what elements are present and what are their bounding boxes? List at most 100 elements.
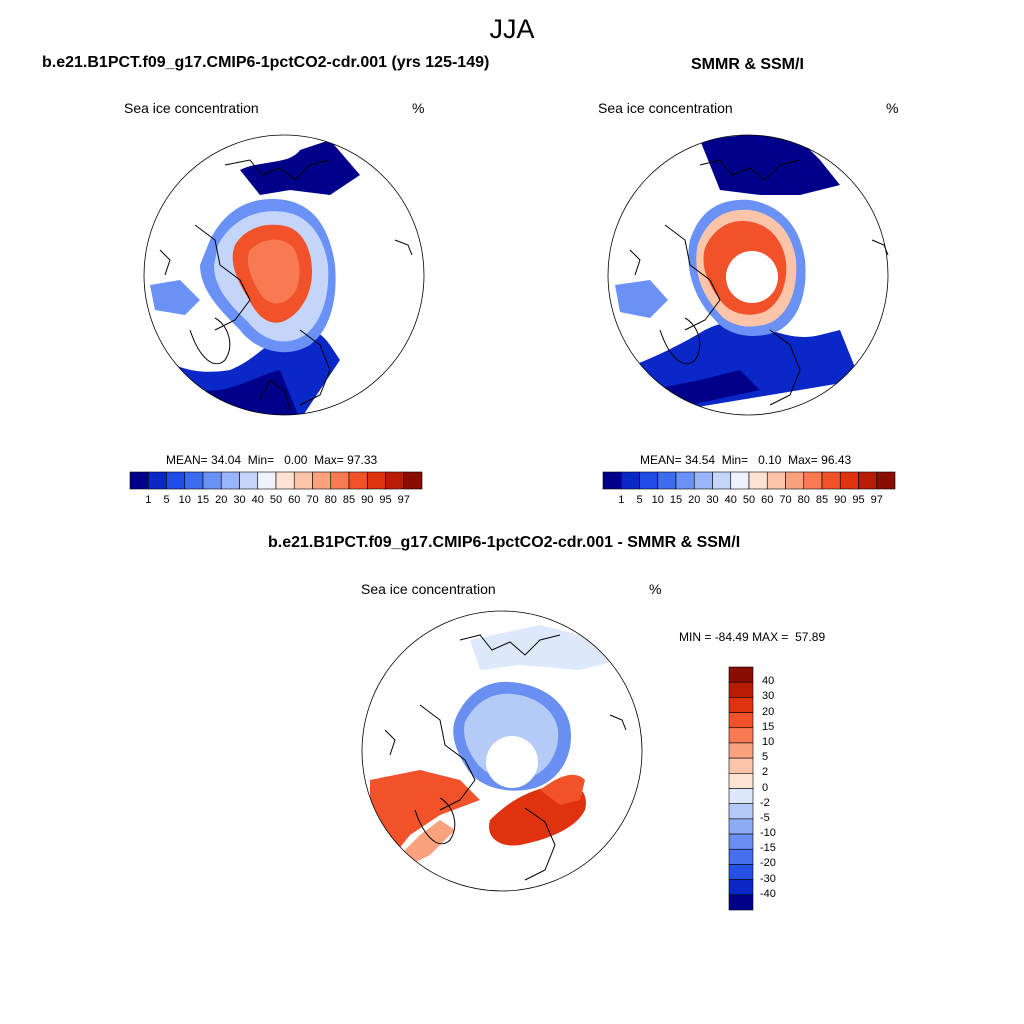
- model-colorbar-tick: 97: [397, 494, 410, 506]
- obs-colorbar-ticks: 1 5 10 15 20 30 40 50 60 70 80 85 90 95 97: [603, 494, 895, 508]
- diff-colorbar-box: [728, 757, 754, 774]
- diff-colorbar-box: [728, 848, 754, 865]
- model-mean-label: MEAN=: [166, 453, 208, 467]
- model-colorbar-tick: 90: [361, 494, 374, 506]
- obs-colorbar-tick: 90: [834, 494, 847, 506]
- model-colorbar-tick: 1: [145, 494, 152, 506]
- obs-colorbar-tick: 97: [870, 494, 883, 506]
- diff-colorbar-tick: -40: [760, 887, 776, 900]
- model-units: %: [412, 100, 425, 116]
- diff-colorbar-tick: -5: [760, 811, 770, 824]
- model-colorbar-ticks: 1 5 10 15 20 30 40 50 60 70 80 85 90 95 97: [130, 494, 422, 508]
- model-colorbar-tick: 60: [288, 494, 301, 506]
- obs-max-label: Max=: [788, 453, 818, 467]
- obs-colorbar-tick: 60: [761, 494, 774, 506]
- model-colorbar-tick: 80: [324, 494, 337, 506]
- diff-colorbar-box: [728, 788, 754, 804]
- obs-colorbar-tick: 5: [636, 494, 643, 506]
- model-colorbar-tick: 50: [269, 494, 283, 506]
- obs-min-label: Min=: [721, 453, 749, 467]
- model-colorbar: [129, 471, 423, 490]
- model-panel-title: b.e21.B1PCT.f09_g17.CMIP6-1pctCO2-cdr.00…: [42, 54, 490, 71]
- model-mean-value: 34.04: [211, 453, 242, 467]
- obs-colorbar-tick: 10: [651, 494, 664, 506]
- model-colorbar-tick: 10: [178, 494, 191, 506]
- diff-colorbar-tick: 20: [762, 705, 775, 718]
- obs-panel-title: SMMR & SSM/I: [691, 56, 804, 73]
- diff-colorbar-box: [728, 742, 754, 759]
- diff-colorbar-box: [728, 803, 754, 820]
- diff-colorbar-box: [728, 818, 754, 835]
- obs-colorbar-tick: 40: [724, 494, 737, 506]
- diff-colorbar-box: [728, 864, 754, 880]
- diff-colorbar-tick: 10: [762, 735, 775, 748]
- obs-colorbar-tick: 80: [797, 494, 810, 506]
- obs-field-label: Sea ice concentration: [598, 100, 733, 116]
- diff-min-label: MIN =: [679, 630, 712, 644]
- diff-colorbar-tick: 15: [762, 720, 775, 733]
- diff-colorbar-tick: -15: [760, 842, 776, 855]
- model-colorbar-box: [403, 471, 423, 490]
- diff-panel-title: b.e21.B1PCT.f09_g17.CMIP6-1pctCO2-cdr.00…: [268, 534, 741, 551]
- diff-colorbar-box: [728, 697, 754, 713]
- diff-colorbar: [728, 666, 754, 911]
- model-colorbar-tick: 5: [163, 494, 170, 506]
- diff-stats: MIN = -84.49 MAX = 57.89: [679, 630, 825, 644]
- obs-units: %: [886, 100, 899, 116]
- obs-max-value: 96.43: [821, 453, 852, 467]
- diff-colorbar-box: [728, 666, 754, 683]
- figure-title: JJA: [489, 14, 535, 44]
- diff-colorbar-tick: 30: [762, 690, 775, 703]
- obs-mean-label: MEAN=: [640, 453, 682, 467]
- diff-colorbar-tick: -10: [760, 827, 776, 840]
- model-colorbar-tick: 15: [196, 494, 210, 506]
- obs-colorbar: [602, 471, 896, 490]
- model-min-value: 0.00: [284, 453, 308, 467]
- model-colorbar-tick: 85: [342, 494, 356, 506]
- model-colorbar-tick: 20: [215, 494, 228, 506]
- obs-colorbar-tick: 20: [688, 494, 701, 506]
- diff-colorbar-ticks: 40 30 20 15 10 5 2 0 -2 -5 -10 -15 -20 -30 -40: [760, 667, 800, 910]
- model-max-label: Max=: [314, 453, 344, 467]
- obs-colorbar-tick: 15: [669, 494, 683, 506]
- diff-colorbar-tick: 40: [762, 675, 775, 688]
- diff-colorbar-tick: 0: [762, 781, 769, 794]
- obs-colorbar-tick: 1: [618, 494, 625, 506]
- model-min-label: Min=: [247, 453, 275, 467]
- diff-colorbar-box: [728, 773, 754, 789]
- obs-colorbar-tick: 95: [852, 494, 865, 506]
- diff-field-label: Sea ice concentration: [361, 581, 496, 597]
- model-colorbar-tick: 70: [306, 494, 319, 506]
- obs-min-value: 0.10: [758, 453, 782, 467]
- model-stats: MEAN= 34.04 Min= 0.00 Max= 97.33: [166, 453, 377, 467]
- diff-colorbar-box: [728, 681, 754, 698]
- diff-colorbar-box: [728, 727, 754, 744]
- diff-colorbar-tick: -30: [760, 872, 776, 885]
- model-colorbar-tick: 95: [379, 494, 392, 506]
- model-colorbar-tick: 40: [251, 494, 264, 506]
- model-colorbar-tick: 30: [233, 494, 246, 506]
- diff-max-value: 57.89: [795, 630, 826, 644]
- diff-colorbar-tick: -2: [760, 796, 770, 809]
- diff-max-label: MAX =: [752, 630, 789, 644]
- diff-colorbar-tick: 5: [762, 751, 769, 764]
- diff-colorbar-box: [728, 712, 754, 729]
- obs-colorbar-tick: 30: [706, 494, 719, 506]
- obs-mean-value: 34.54: [685, 453, 716, 467]
- model-max-value: 97.33: [347, 453, 378, 467]
- obs-colorbar-tick: 70: [779, 494, 792, 506]
- diff-colorbar-tick: 2: [762, 766, 769, 779]
- model-field-label: Sea ice concentration: [124, 100, 259, 116]
- obs-colorbar-tick: 85: [815, 494, 829, 506]
- diff-colorbar-tick: -20: [760, 857, 776, 870]
- obs-stats: MEAN= 34.54 Min= 0.10 Max= 96.43: [640, 453, 851, 467]
- diff-colorbar-box: [728, 833, 754, 850]
- diff-colorbar-box: [728, 879, 754, 896]
- diff-min-value: -84.49: [714, 630, 749, 644]
- obs-colorbar-box: [876, 471, 896, 490]
- diff-colorbar-box: [728, 894, 754, 911]
- obs-colorbar-tick: 50: [742, 494, 756, 506]
